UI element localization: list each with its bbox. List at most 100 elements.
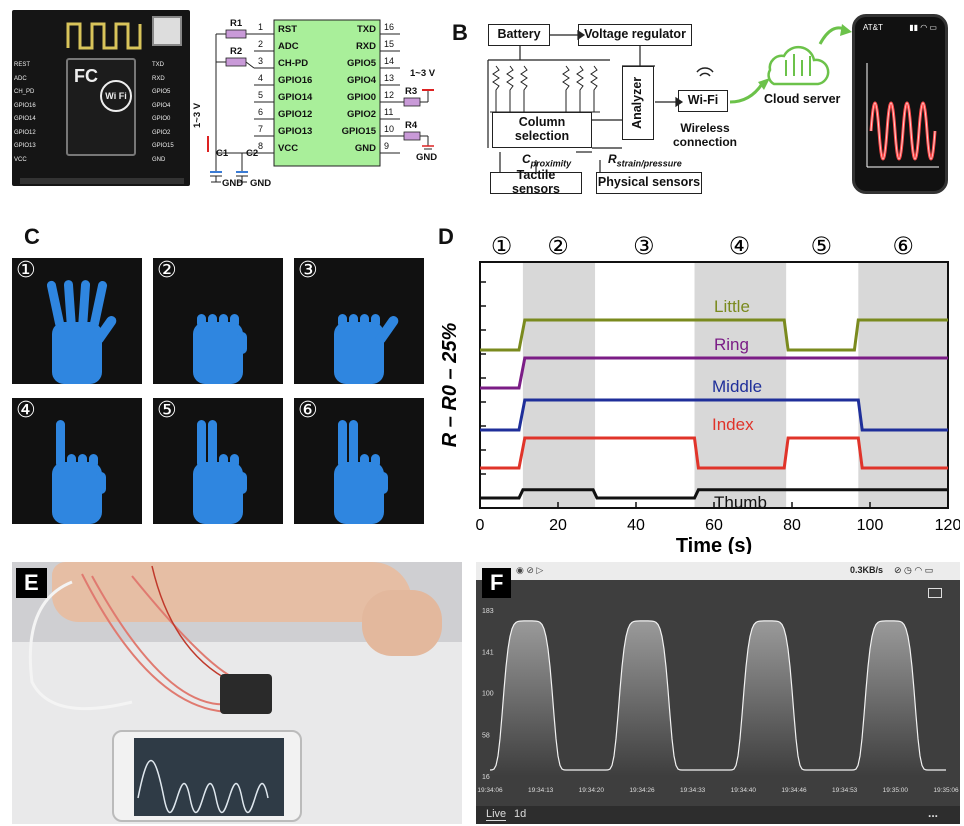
- column-selection-box: Column selection: [492, 112, 592, 148]
- x-tick-label: 19:34:20: [579, 787, 605, 794]
- app-live-waveform: 183 141 100 58 16 19:34:06 19:34:13 19:34:20 19:…: [477, 608, 959, 794]
- x-tick-label: 19:34:06: [477, 787, 503, 794]
- wifi-box: Wi-Fi: [678, 90, 728, 112]
- gesture-photo-2: ②: [153, 258, 283, 384]
- app-screenshot: ◉ ⊘ ▷ 0.3KB/s ⊘ ◷ ◠ ▭ 183 141 100 58 16 19:34…: [476, 562, 960, 824]
- chip-shield: FC Wi Fi: [66, 58, 136, 156]
- shaded-interval: [858, 262, 948, 508]
- module-pin-label: GPIO5: [152, 89, 171, 95]
- x-tick-label: 19:34:33: [680, 787, 706, 794]
- gesture-label-6: ⑥: [298, 398, 318, 423]
- voltage-left-label: 1~3 V: [192, 102, 203, 128]
- cap-c2-label: C2: [246, 148, 259, 159]
- schematic-pin-number: 1: [258, 22, 264, 32]
- schematic-pin-name: GPIO16: [278, 75, 313, 86]
- panel-label-d: D: [438, 224, 454, 249]
- more-menu-button[interactable]: ...: [928, 806, 939, 820]
- tactile-sensors-box: Tactile sensors: [490, 168, 582, 196]
- gnd-label-1: GND: [222, 178, 244, 189]
- schematic-pin-name: GPIO15: [341, 126, 376, 137]
- schematic-pin-name: GPIO12: [278, 109, 313, 120]
- waveform-fill: [490, 620, 946, 776]
- x-tick-label: 100: [857, 517, 884, 534]
- antenna-trace-icon: [66, 22, 142, 50]
- panel-label-e: E: [16, 568, 47, 598]
- x-axis-label: Time (s): [676, 535, 752, 554]
- schematic-pin-number: 10: [384, 124, 395, 134]
- finger-resistance-chart: Little Ring Middle Index Thumb 0 20 40 60 80 100 12…: [439, 232, 960, 554]
- module-pin-label: ADC: [14, 75, 27, 82]
- fullscreen-icon[interactable]: [928, 588, 942, 598]
- gloved-hand-icon: [193, 420, 247, 524]
- voltage-right-label: 1~3 V: [410, 68, 436, 79]
- gesture-photo-1: ①: [12, 258, 142, 384]
- cap-c1-label: C1: [216, 148, 229, 159]
- tab-live[interactable]: Live: [486, 808, 507, 821]
- x-tick-label: 80: [783, 517, 801, 534]
- gloved-hand-icon: [52, 420, 106, 524]
- x-tick-label: 19:34:53: [832, 787, 858, 794]
- status-bar: ◉ ⊘ ▷ 0.3KB/s ⊘ ◷ ◠ ▭: [476, 562, 960, 580]
- module-pin-label: GPIO12: [14, 129, 36, 136]
- schematic-pin-number: 9: [384, 141, 390, 151]
- wireless-module-box: [220, 674, 272, 714]
- gesture-label-2: ②: [157, 258, 177, 283]
- series-label: Ring: [714, 335, 749, 354]
- y-tick-label: 141: [482, 650, 494, 657]
- gesture-photo-5: ⑤: [153, 398, 283, 524]
- module-pin-label: TXD: [152, 62, 164, 68]
- stage-label: ③: [633, 232, 655, 260]
- stage-label: ④: [729, 232, 751, 260]
- block-diagram-connections: [487, 24, 852, 172]
- demo-phone: [112, 730, 302, 822]
- analyzer-box: Analyzer: [622, 66, 654, 140]
- schematic-pin-number: 15: [384, 39, 395, 49]
- stage-label: ⑥: [892, 232, 914, 260]
- schematic-pin-name: GPIO13: [278, 126, 313, 137]
- status-right-icons: ⊘ ◷ ◠ ▭: [894, 565, 934, 575]
- led-component: [152, 16, 182, 46]
- gesture-label-1: ①: [16, 258, 36, 283]
- series-line: [480, 436, 948, 470]
- x-tick-label: 40: [627, 517, 645, 534]
- schematic-pin-name: CH-PD: [278, 58, 309, 69]
- stage-label: ②: [547, 232, 569, 260]
- series-label: Middle: [712, 377, 762, 396]
- schematic-pin-name: GPIO14: [278, 92, 313, 103]
- x-tick-label: 20: [549, 517, 567, 534]
- series-label: Thumb: [714, 493, 767, 512]
- panel-label-c: C: [24, 224, 40, 249]
- module-pin-label: GPIO14: [14, 116, 36, 122]
- gesture-photo-4: ④: [12, 398, 142, 524]
- schematic-pin-number: 2: [258, 39, 264, 49]
- app-tab-bar: Live 1d ...: [476, 806, 960, 824]
- module-pin-label: GND: [152, 156, 166, 163]
- status-left-icons: ◉ ⊘ ▷: [516, 565, 544, 575]
- panel-label-b: B: [452, 20, 468, 45]
- resistor-r1-label: R1: [230, 18, 243, 29]
- module-pin-label: GPIO15: [152, 143, 174, 149]
- series-line: [480, 318, 948, 352]
- series-line: [480, 398, 948, 432]
- module-pin-label: GPIO4: [152, 102, 171, 109]
- schematic-pin-number: 4: [258, 73, 264, 83]
- tab-1d[interactable]: 1d: [514, 808, 527, 820]
- module-pin-label: GPIO13: [14, 143, 36, 149]
- module-pin-label: GPIO16: [14, 102, 36, 109]
- schematic-pin-name: RXD: [355, 41, 376, 52]
- x-tick-label: 19:34:40: [731, 787, 757, 794]
- schematic-pin-name: VCC: [278, 143, 299, 154]
- fist: [362, 590, 442, 656]
- demo-phone-waveform: [137, 760, 269, 814]
- cloud-icon: [767, 45, 830, 86]
- demo-phone-screen: [134, 738, 284, 816]
- gesture-photo-3: ③: [294, 258, 424, 384]
- schematic-pin-name: GPIO5: [346, 58, 376, 69]
- schematic-pin-number: 6: [258, 107, 264, 117]
- fc-logo: FC: [74, 66, 98, 86]
- module-pin-label: GPIO0: [152, 116, 171, 122]
- gesture-label-4: ④: [16, 398, 36, 423]
- resistor-r3-label: R3: [405, 86, 418, 97]
- schematic-pin-name: TXD: [357, 24, 376, 35]
- x-tick-label: 19:34:46: [781, 787, 807, 794]
